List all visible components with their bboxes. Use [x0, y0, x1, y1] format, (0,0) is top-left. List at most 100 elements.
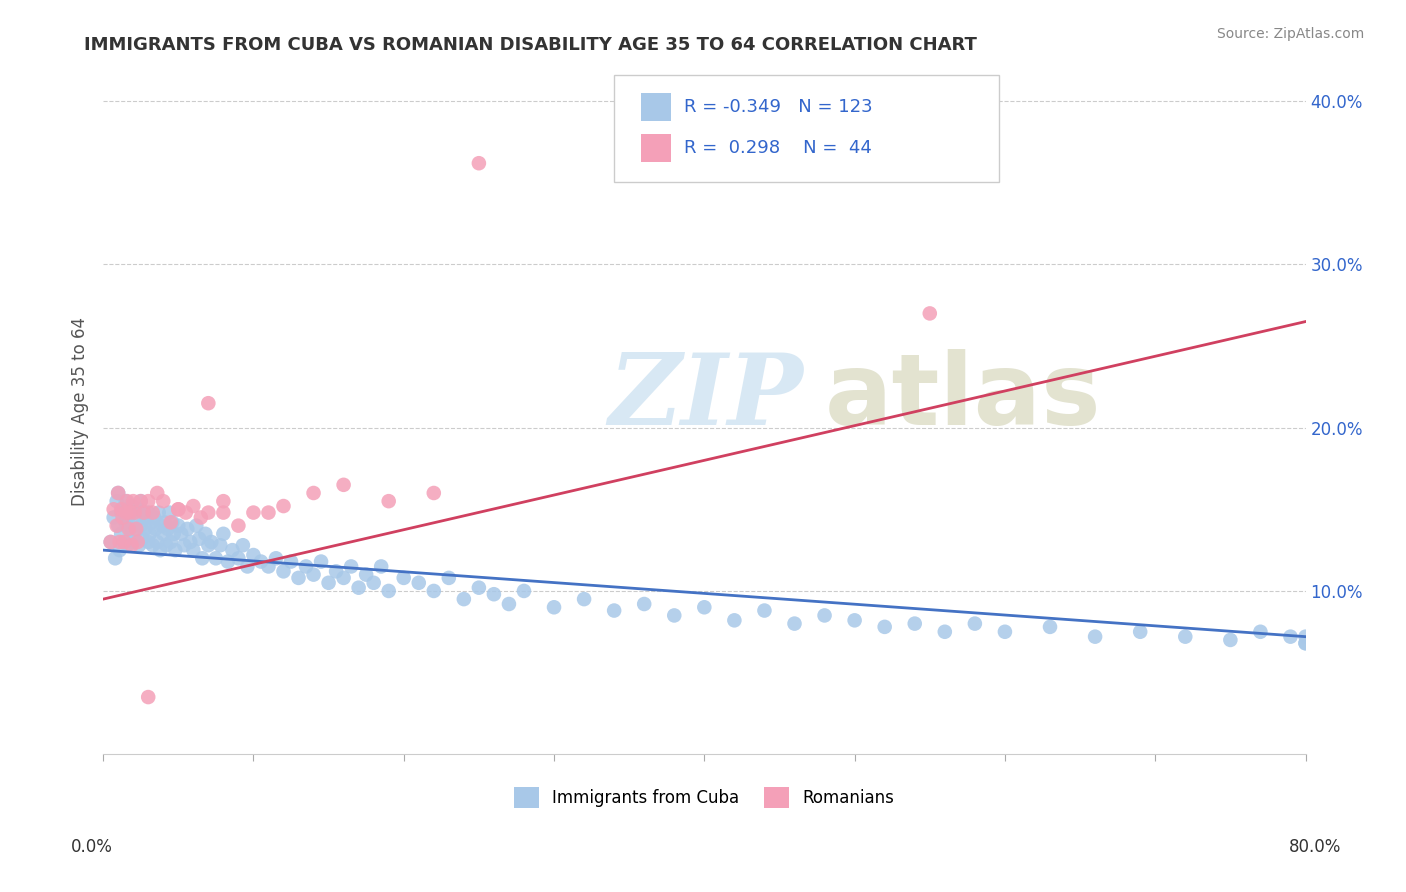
Point [107, 486, 129, 500]
Point [1295, 630, 1317, 644]
Point [105, 494, 128, 508]
Point [209, 538, 232, 552]
Point [363, 575, 385, 590]
Point [228, 551, 250, 566]
Point [100, 535, 122, 549]
Point [108, 543, 131, 558]
Point [197, 396, 219, 410]
Point [111, 510, 134, 524]
Point [124, 506, 146, 520]
Point [118, 522, 141, 536]
Point [468, 581, 491, 595]
Text: 80.0%: 80.0% [1288, 838, 1341, 855]
Point [1295, 636, 1317, 650]
Point [370, 559, 392, 574]
Point [1039, 620, 1062, 634]
Point [1219, 632, 1241, 647]
Point [159, 516, 181, 530]
Point [1249, 624, 1271, 639]
Point [250, 555, 273, 569]
Text: atlas: atlas [824, 349, 1101, 446]
Point [302, 486, 325, 500]
Point [136, 506, 159, 520]
Point [498, 597, 520, 611]
Point [132, 506, 155, 520]
Point [603, 603, 626, 617]
Point [543, 600, 565, 615]
Point [423, 486, 446, 500]
Point [212, 526, 235, 541]
Point [377, 583, 399, 598]
Point [273, 565, 295, 579]
Point [155, 538, 177, 552]
Point [200, 535, 222, 549]
Point [1279, 630, 1302, 644]
Point [107, 486, 129, 500]
Point [664, 608, 686, 623]
Point [332, 478, 354, 492]
Point [110, 526, 132, 541]
Point [783, 616, 806, 631]
Point [513, 583, 536, 598]
Point [145, 522, 167, 536]
Text: Source: ZipAtlas.com: Source: ZipAtlas.com [1216, 27, 1364, 41]
Text: R = -0.349   N = 123: R = -0.349 N = 123 [683, 98, 873, 116]
Point [236, 559, 259, 574]
Point [114, 506, 136, 520]
Point [120, 506, 142, 520]
Point [347, 581, 370, 595]
Point [136, 535, 159, 549]
Text: IMMIGRANTS FROM CUBA VS ROMANIAN DISABILITY AGE 35 TO 64 CORRELATION CHART: IMMIGRANTS FROM CUBA VS ROMANIAN DISABIL… [84, 36, 977, 54]
Point [813, 608, 835, 623]
Point [963, 616, 986, 631]
Point [844, 613, 866, 627]
Point [135, 510, 157, 524]
Point [149, 543, 172, 558]
Point [723, 613, 745, 627]
Point [114, 516, 136, 530]
Point [167, 502, 190, 516]
Point [127, 502, 149, 516]
Point [212, 494, 235, 508]
Point [904, 616, 927, 631]
Point [146, 486, 169, 500]
Point [340, 559, 363, 574]
Point [318, 575, 340, 590]
Point [205, 551, 228, 566]
Point [157, 506, 180, 520]
Point [112, 535, 135, 549]
Point [242, 506, 264, 520]
Point [408, 575, 430, 590]
Point [232, 538, 254, 552]
Point [221, 543, 243, 558]
Point [377, 494, 399, 508]
Point [108, 535, 131, 549]
Point [129, 494, 152, 508]
Point [143, 510, 166, 524]
Point [114, 494, 136, 508]
Point [110, 502, 132, 516]
Point [191, 551, 214, 566]
Point [152, 494, 174, 508]
Point [148, 506, 170, 520]
FancyBboxPatch shape [614, 76, 998, 182]
Point [309, 555, 332, 569]
Point [423, 583, 446, 598]
Point [273, 499, 295, 513]
Point [167, 502, 190, 516]
Point [125, 522, 148, 536]
Point [280, 555, 302, 569]
Point [873, 620, 896, 634]
Point [572, 592, 595, 607]
Point [104, 551, 127, 566]
Point [287, 571, 309, 585]
Point [228, 518, 250, 533]
Point [111, 502, 134, 516]
Point [107, 518, 129, 533]
Point [257, 506, 280, 520]
Point [437, 571, 460, 585]
Legend: Immigrants from Cuba, Romanians: Immigrants from Cuba, Romanians [508, 780, 901, 814]
Point [128, 538, 150, 552]
Y-axis label: Disability Age 35 to 64: Disability Age 35 to 64 [72, 317, 89, 506]
Point [132, 506, 155, 520]
